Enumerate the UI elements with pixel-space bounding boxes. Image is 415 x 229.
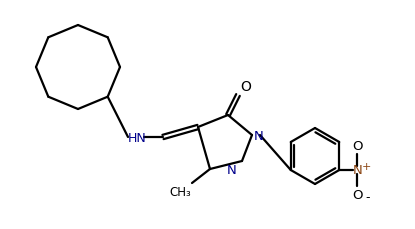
Text: HN: HN [128,131,147,144]
Text: +: + [362,161,371,171]
Text: N: N [226,163,236,176]
Text: O: O [352,188,362,201]
Text: O: O [240,80,251,94]
Text: N: N [353,164,363,177]
Text: CH₃: CH₃ [169,185,191,198]
Text: O: O [352,139,362,152]
Text: N: N [254,129,264,142]
Text: -: - [365,190,370,203]
